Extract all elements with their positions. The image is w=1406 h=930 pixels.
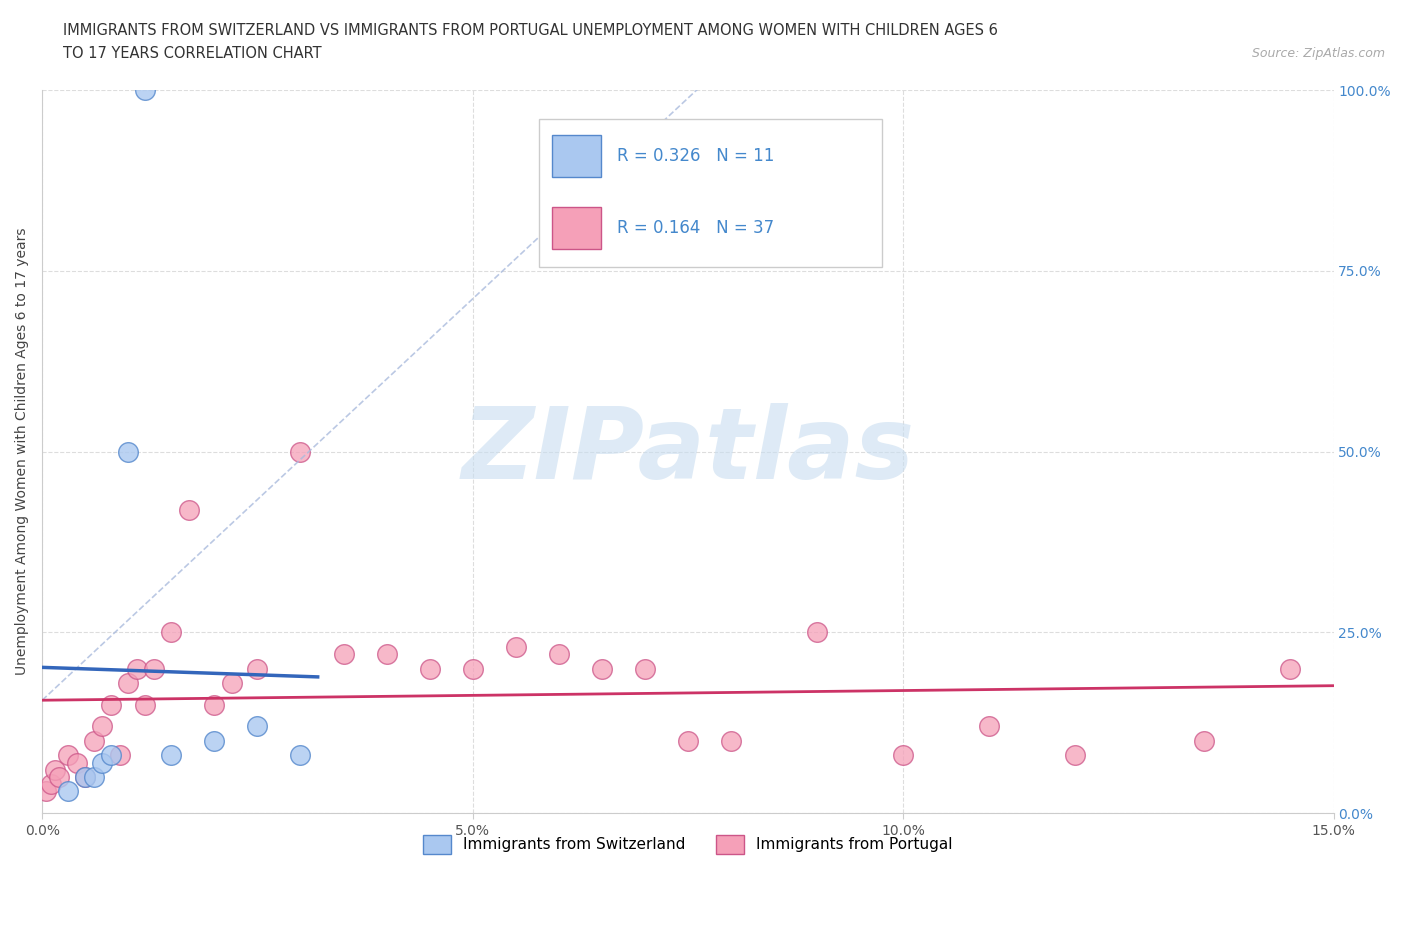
Text: ZIPatlas: ZIPatlas	[461, 404, 914, 500]
Point	[56, 748, 79, 763]
Point	[35, 784, 58, 799]
Point	[160, 748, 183, 763]
Point	[246, 661, 269, 676]
Point	[419, 661, 441, 676]
Point	[117, 445, 139, 459]
Point	[290, 748, 312, 763]
Point	[66, 755, 89, 770]
Point	[591, 661, 613, 676]
Y-axis label: Unemployment Among Women with Children Ages 6 to 17 years: Unemployment Among Women with Children A…	[15, 228, 30, 675]
Point	[39, 777, 62, 791]
Point	[56, 784, 79, 799]
Point	[221, 675, 243, 690]
Point	[806, 625, 828, 640]
Text: Source: ZipAtlas.com: Source: ZipAtlas.com	[1251, 46, 1385, 60]
Point	[160, 625, 183, 640]
Point	[117, 675, 139, 690]
Text: R = 0.164   N = 37: R = 0.164 N = 37	[617, 219, 773, 237]
Point	[634, 661, 657, 676]
Point	[143, 661, 166, 676]
Point	[461, 661, 484, 676]
Point	[375, 646, 398, 661]
FancyBboxPatch shape	[540, 119, 882, 267]
Point	[1279, 661, 1302, 676]
Point	[108, 748, 131, 763]
Point	[891, 748, 914, 763]
Point	[83, 769, 105, 784]
Point	[83, 734, 105, 749]
Point	[505, 640, 527, 655]
Point	[720, 734, 742, 749]
Point	[676, 734, 699, 749]
Point	[332, 646, 354, 661]
Point	[44, 763, 66, 777]
Point	[48, 769, 70, 784]
Point	[1064, 748, 1087, 763]
Point	[100, 748, 122, 763]
Point	[91, 719, 114, 734]
Text: IMMIGRANTS FROM SWITZERLAND VS IMMIGRANTS FROM PORTUGAL UNEMPLOYMENT AMONG WOMEN: IMMIGRANTS FROM SWITZERLAND VS IMMIGRANT…	[63, 23, 998, 38]
Point	[979, 719, 1001, 734]
Text: R = 0.326   N = 11: R = 0.326 N = 11	[617, 147, 775, 165]
Point	[91, 755, 114, 770]
Point	[246, 719, 269, 734]
Point	[202, 698, 225, 712]
Point	[134, 698, 156, 712]
Point	[1194, 734, 1216, 749]
Point	[202, 734, 225, 749]
Point	[100, 698, 122, 712]
Point	[290, 445, 312, 459]
Point	[125, 661, 148, 676]
Legend: Immigrants from Switzerland, Immigrants from Portugal: Immigrants from Switzerland, Immigrants …	[418, 829, 959, 859]
Point	[75, 769, 97, 784]
Bar	[553, 207, 602, 249]
Point	[134, 83, 156, 98]
Bar	[553, 135, 602, 177]
Point	[547, 646, 569, 661]
Point	[75, 769, 97, 784]
Point	[177, 502, 200, 517]
Text: TO 17 YEARS CORRELATION CHART: TO 17 YEARS CORRELATION CHART	[63, 46, 322, 61]
